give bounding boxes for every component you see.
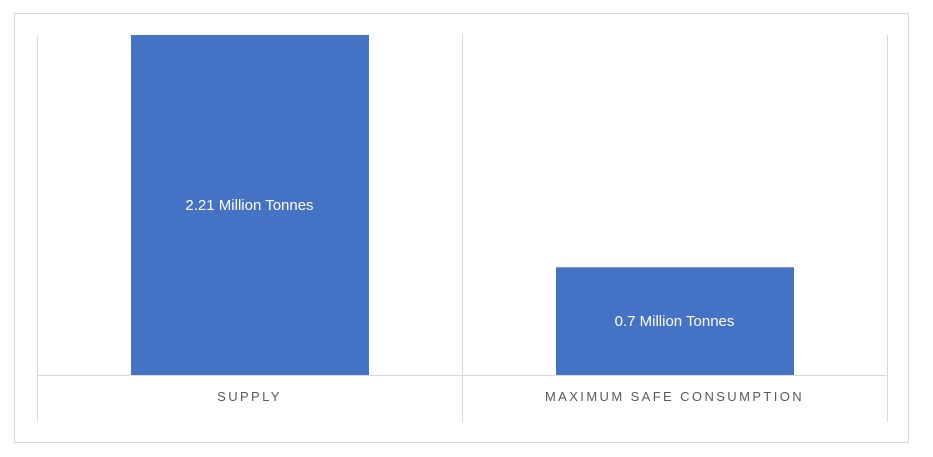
data-label-2: 0.7 Million Tonnes — [615, 313, 735, 330]
bar-2 — [556, 267, 794, 375]
bar-1 — [131, 35, 369, 375]
category-label-1: SUPPLY — [217, 389, 282, 404]
grid-layer — [37, 35, 888, 422]
labels-layer: 2.21 Million Tonnes SUPPLY 0.7 Million Ton… — [185, 197, 804, 404]
category-label-2: MAXIMUM SAFE CONSUMPTION — [545, 389, 804, 404]
data-label-1: 2.21 Million Tonnes — [185, 197, 313, 214]
bars-layer — [131, 35, 794, 375]
